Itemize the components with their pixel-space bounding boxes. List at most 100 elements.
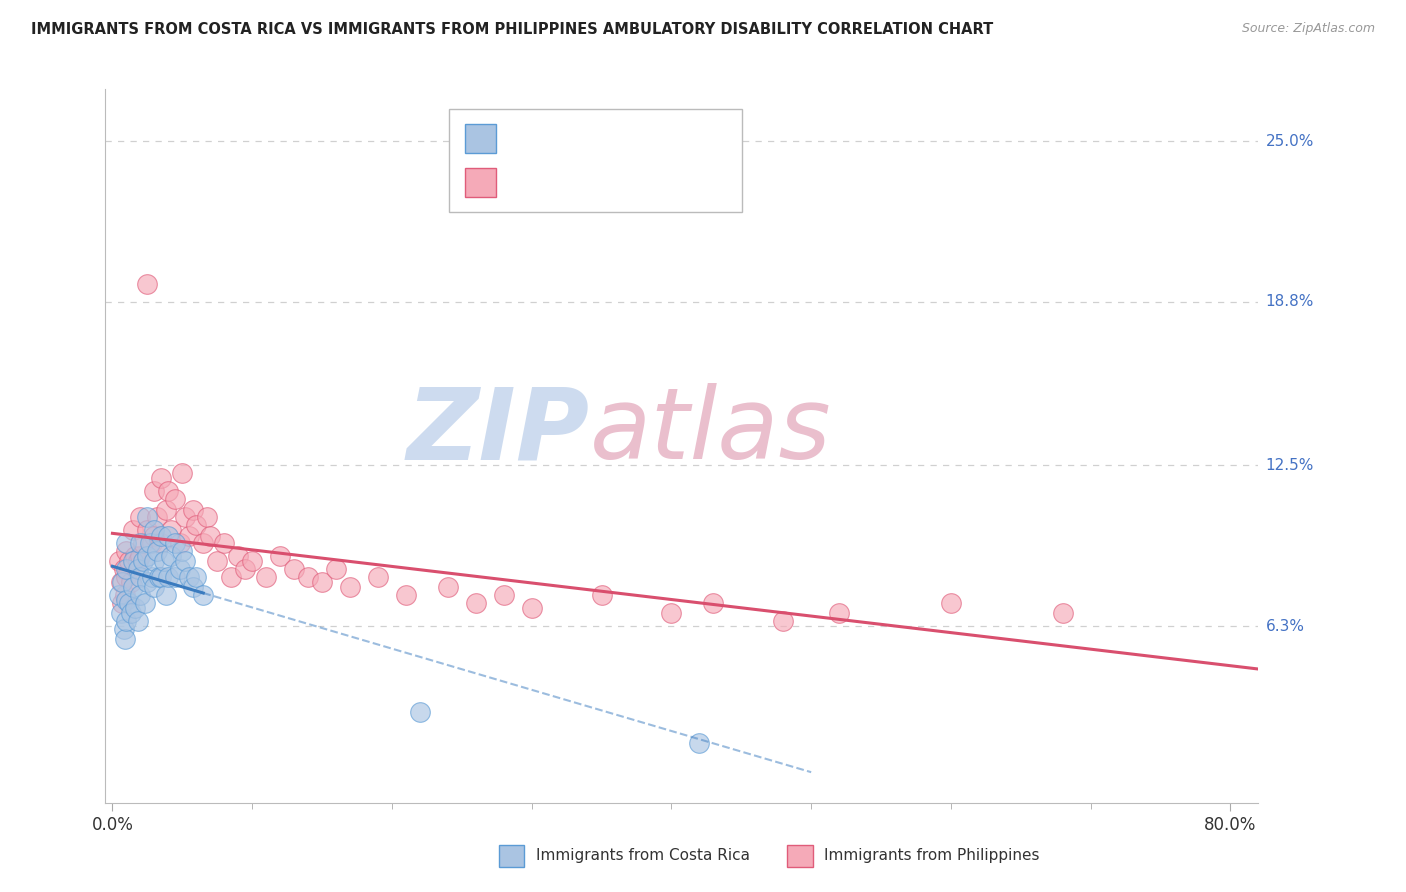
Point [132, 536, 155, 550]
Point [132, 554, 155, 568]
Point [339, 581, 361, 595]
Point [153, 554, 176, 568]
Point [146, 544, 169, 558]
Point [155, 588, 177, 602]
Point [179, 528, 201, 542]
Text: 12.5%: 12.5% [1265, 458, 1313, 473]
Point [136, 510, 159, 524]
Point [141, 536, 163, 550]
Point [165, 570, 187, 584]
Point [118, 596, 141, 610]
Point [143, 581, 166, 595]
Point [129, 570, 152, 584]
Point [200, 528, 222, 542]
Point [702, 596, 724, 610]
Point [150, 528, 173, 542]
Text: Immigrants from Philippines: Immigrants from Philippines [824, 848, 1039, 863]
Text: N =: N = [605, 175, 648, 190]
Point [148, 570, 170, 584]
Point [136, 549, 159, 564]
Point [127, 554, 149, 568]
Text: Source: ZipAtlas.com: Source: ZipAtlas.com [1241, 22, 1375, 36]
Point [254, 570, 277, 584]
Point [127, 562, 149, 576]
Point [129, 510, 152, 524]
Point [143, 524, 166, 538]
Point [520, 601, 543, 615]
Point [115, 562, 138, 576]
Point [283, 562, 305, 576]
Point [155, 502, 177, 516]
Point [139, 536, 162, 550]
Point [115, 614, 138, 628]
Point [939, 596, 962, 610]
Point [169, 562, 191, 576]
Point [661, 607, 683, 621]
Point [122, 524, 145, 538]
Point [115, 570, 138, 584]
Point [193, 536, 215, 550]
Point [193, 588, 215, 602]
Point [150, 536, 173, 550]
Point [112, 562, 135, 576]
Point [186, 570, 208, 584]
Point [197, 510, 219, 524]
Point [240, 554, 263, 568]
Point [233, 562, 256, 576]
Point [111, 575, 134, 590]
Point [226, 549, 249, 564]
Point [143, 484, 166, 499]
Point [591, 588, 613, 602]
Point [115, 536, 138, 550]
Text: N =: N = [605, 131, 648, 146]
Point [127, 614, 149, 628]
Point [183, 581, 205, 595]
Point [143, 528, 166, 542]
Point [772, 614, 794, 628]
Point [108, 554, 131, 568]
Text: 25.0%: 25.0% [1265, 134, 1313, 149]
Point [395, 588, 418, 602]
Point [114, 632, 136, 647]
Point [688, 736, 710, 750]
Point [150, 471, 173, 485]
Text: R =: R = [506, 175, 540, 190]
Point [129, 549, 152, 564]
Point [174, 510, 197, 524]
Text: atlas: atlas [589, 384, 831, 480]
Text: 6.3%: 6.3% [1265, 619, 1305, 634]
Point [157, 484, 180, 499]
Point [136, 277, 159, 291]
Point [160, 524, 183, 538]
Point [464, 596, 486, 610]
Point [186, 518, 208, 533]
Point [207, 554, 229, 568]
Point [174, 554, 197, 568]
Point [828, 607, 851, 621]
Point [136, 524, 159, 538]
Text: 49: 49 [647, 131, 668, 146]
Point [141, 570, 163, 584]
Point [118, 554, 141, 568]
Point [114, 588, 136, 602]
Point [129, 536, 152, 550]
Point [110, 607, 132, 621]
Point [124, 549, 146, 564]
Text: -0.239: -0.239 [548, 131, 603, 146]
Point [172, 467, 194, 481]
Point [269, 549, 291, 564]
Point [115, 593, 138, 607]
Point [150, 570, 173, 584]
Point [172, 544, 194, 558]
Point [367, 570, 389, 584]
Text: R =: R = [506, 131, 540, 146]
Point [183, 502, 205, 516]
Point [157, 570, 180, 584]
Point [157, 528, 180, 542]
Point [165, 492, 187, 507]
Point [212, 536, 235, 550]
Point [134, 596, 156, 610]
Point [311, 575, 333, 590]
Point [112, 622, 135, 636]
Point [437, 581, 460, 595]
